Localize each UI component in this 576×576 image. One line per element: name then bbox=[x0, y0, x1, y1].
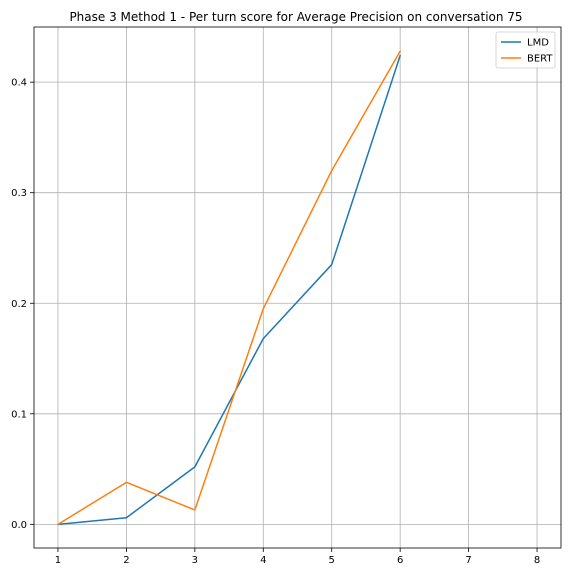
x-tick-label: 4 bbox=[260, 555, 266, 566]
x-tick-label: 6 bbox=[397, 555, 403, 566]
y-tick-label: 0.1 bbox=[11, 409, 27, 420]
y-tick-label: 0.4 bbox=[11, 78, 27, 89]
x-tick-label: 8 bbox=[534, 555, 540, 566]
series-line-bert bbox=[57, 50, 401, 526]
x-tick-label: 2 bbox=[123, 555, 129, 566]
legend-box bbox=[495, 31, 556, 69]
legend-label-lmd: LMD bbox=[527, 38, 549, 49]
legend: LMD BERT bbox=[495, 31, 556, 69]
x-tick-label: 5 bbox=[329, 555, 335, 566]
y-tick-label: 0.0 bbox=[11, 520, 27, 531]
grid bbox=[34, 27, 561, 548]
series-lines bbox=[57, 50, 401, 526]
plot-frame bbox=[33, 26, 562, 549]
x-tick-label: 1 bbox=[55, 555, 61, 566]
y-tick-label: 0.3 bbox=[11, 188, 27, 199]
series-line-lmd bbox=[57, 54, 401, 526]
chart-title: Phase 3 Method 1 - Per turn score for Av… bbox=[69, 10, 522, 24]
y-tick-label: 0.2 bbox=[11, 299, 27, 310]
x-tick-label: 7 bbox=[465, 555, 471, 566]
legend-label-bert: BERT bbox=[527, 54, 553, 65]
x-tick-label: 3 bbox=[192, 555, 198, 566]
axes: 1 2 3 4 5 6 7 8 0.0 0.1 0.2 0.3 0.4 bbox=[11, 78, 540, 566]
